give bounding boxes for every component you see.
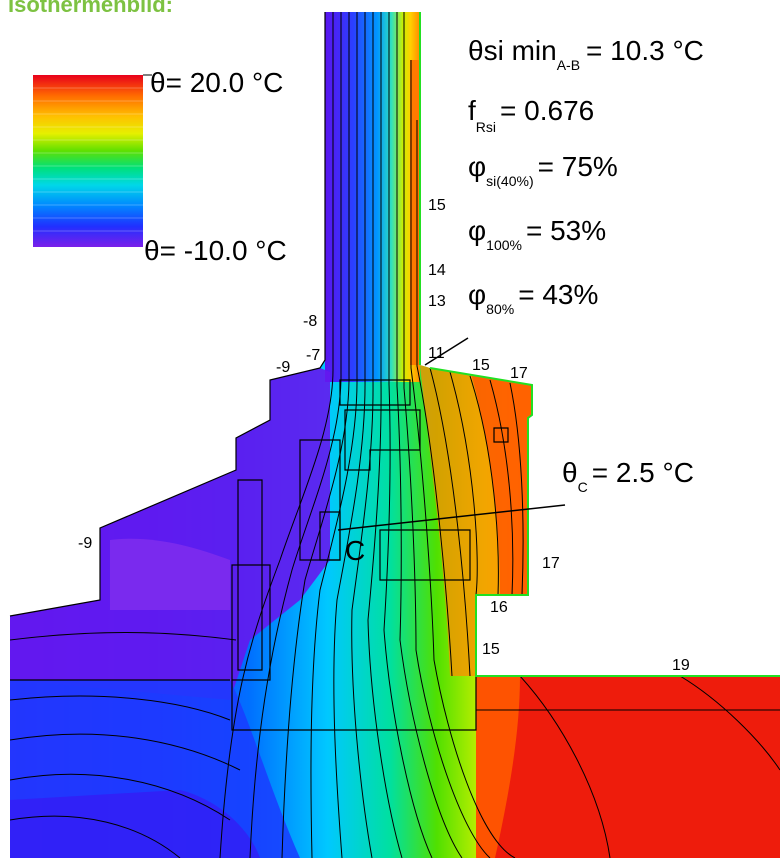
point-c-marker: C [345, 535, 365, 566]
phi-80-value: = 43% [518, 279, 598, 310]
theta-c-value: = 2.5 °C [592, 457, 694, 488]
theta-si-min-main: si min [484, 35, 557, 66]
phi-100-sub: 100% [486, 237, 522, 253]
f-rsi-sub: Rsi [476, 119, 496, 135]
point-ab-leader-line [424, 337, 469, 366]
legend-min-label: θ= -10.0 °C [144, 235, 287, 266]
point-c-leader-line [337, 504, 566, 531]
theta-symbol: θ [468, 35, 484, 66]
isotherm-label: -8 [303, 313, 317, 330]
isotherm-label: 15 [428, 197, 446, 214]
isotherm-label: -9 [78, 535, 92, 552]
theta-si-min-value: = 10.3 °C [586, 35, 704, 66]
isotherm-label: 13 [428, 293, 446, 310]
isotherm-label: 15 [482, 641, 500, 658]
figure-title: Isothermenbild: [8, 0, 174, 17]
f-rsi-value: = 0.676 [500, 95, 594, 126]
isotherm-label: 14 [428, 262, 446, 279]
isotherm-label: 17 [542, 555, 560, 572]
svg-text:φ80%= 43%: φ80% = 43% [468, 279, 598, 317]
isotherm-lines [10, 12, 780, 858]
isotherm-label: 17 [510, 365, 528, 382]
phi-80-sub: 80% [486, 301, 514, 317]
svg-text:φ100%= 53%: φ100% = 53% [468, 215, 606, 253]
phi-100-value: = 53% [526, 215, 606, 246]
isotherm-labels: 15 14 13 -8 -7 -9 11 15 17 -9 17 16 15 1… [78, 197, 690, 674]
phi-symbol-2: φ [468, 215, 486, 246]
legend-max-label: θ= 20.0 °C [150, 67, 283, 98]
theta-c-sub: C [578, 479, 588, 495]
phi-si40-value: = 75% [538, 151, 618, 182]
isotherm-label: 11 [428, 345, 445, 362]
isotherm-label: 15 [472, 357, 490, 374]
svg-text:θsi minA-B= 10.3 °C: θsi minA-B = 10.3 °C [468, 35, 704, 73]
theta-c-symbol: θ [562, 457, 578, 488]
results-panel: θsi minA-B = 10.3 °C fRsi= 0.676 φsi(40%)… [468, 35, 704, 495]
svg-text:θC= 2.5 °C: θC = 2.5 °C [562, 457, 694, 495]
interior-surface-boundary [419, 12, 780, 677]
isotherm-label: -9 [276, 359, 290, 376]
phi-symbol-3: φ [468, 279, 486, 310]
legend-color-bar [33, 75, 143, 247]
isotherm-label: -7 [306, 347, 320, 364]
isotherm-label: 16 [490, 599, 508, 616]
construction-outline [9, 12, 509, 731]
phi-symbol-1: φ [468, 151, 486, 182]
isotherm-label: 19 [672, 657, 690, 674]
theta-si-min-sub: A-B [557, 57, 580, 73]
f-symbol: f [468, 95, 476, 126]
svg-text:fRsi= 0.676: fRsi= 0.676 [468, 95, 594, 135]
svg-text:φsi(40%)= 75%: φsi(40%) = 75% [468, 151, 618, 189]
phi-si40-sub: si(40%) [486, 173, 533, 189]
